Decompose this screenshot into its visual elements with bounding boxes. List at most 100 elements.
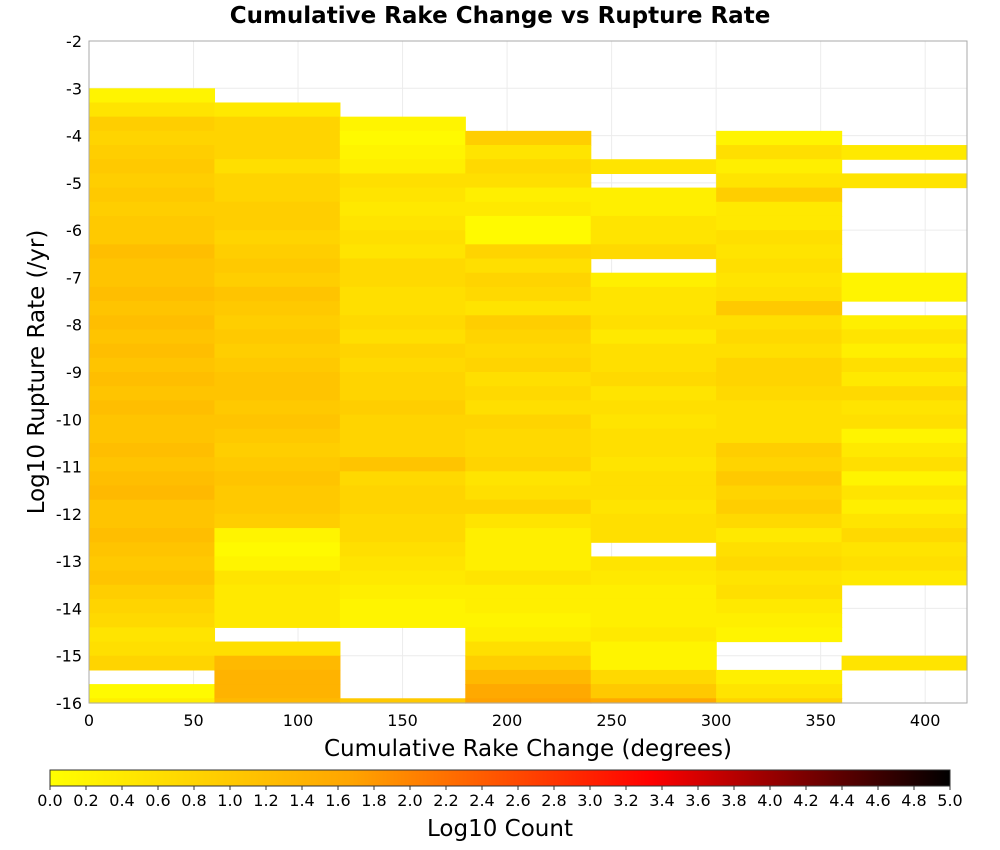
- heatmap-cell: [214, 485, 341, 501]
- y-tick-label: -3: [66, 79, 82, 98]
- heatmap-cell: [214, 655, 341, 671]
- colorbar-tick-label: 4.8: [901, 791, 926, 810]
- heatmap-cell: [465, 230, 592, 245]
- heatmap-cell: [590, 272, 717, 288]
- heatmap-cell: [716, 556, 843, 572]
- heatmap-cell: [841, 414, 968, 430]
- heatmap-cell: [339, 187, 466, 203]
- heatmap-cell: [339, 357, 466, 373]
- heatmap-cell: [89, 471, 216, 487]
- heatmap-cell: [89, 400, 216, 416]
- heatmap-cell: [590, 641, 717, 657]
- heatmap-cell: [339, 556, 466, 572]
- heatmap-cell: [89, 556, 216, 572]
- heatmap-cell: [590, 343, 717, 359]
- x-tick-label: 350: [805, 711, 836, 730]
- heatmap-cell: [590, 428, 717, 444]
- colorbar-tick-label: 4.6: [865, 791, 890, 810]
- heatmap-cell: [841, 528, 968, 543]
- heatmap-cell: [841, 542, 968, 558]
- heatmap-cell: [339, 230, 466, 245]
- x-tick-label: 400: [910, 711, 941, 730]
- colorbar-tick-label: 1.8: [361, 791, 386, 810]
- heatmap-cell: [339, 471, 466, 487]
- heatmap-cell: [465, 528, 592, 543]
- heatmap-cell: [89, 329, 216, 345]
- heatmap-cell: [339, 315, 466, 331]
- heatmap-cell: [590, 286, 717, 302]
- heatmap-cell: [339, 343, 466, 359]
- heatmap-cell: [716, 230, 843, 245]
- heatmap-cell: [465, 258, 592, 274]
- colorbar-label: Log10 Count: [427, 816, 573, 842]
- heatmap-cell: [89, 499, 216, 515]
- heatmap-cell: [465, 386, 592, 401]
- colorbar-tick-label: 4.4: [829, 791, 854, 810]
- heatmap-cell: [89, 116, 216, 132]
- heatmap-cell: [339, 329, 466, 345]
- heatmap-cell: [716, 669, 843, 685]
- heatmap-cell: [716, 272, 843, 288]
- heatmap-cell: [339, 428, 466, 444]
- heatmap-cell: [841, 471, 968, 487]
- heatmap-cell: [716, 386, 843, 401]
- colorbar-tick-label: 3.8: [721, 791, 746, 810]
- heatmap-cell: [214, 343, 341, 359]
- y-tick-label: -15: [56, 647, 82, 666]
- heatmap-cell: [89, 627, 216, 643]
- heatmap-cell: [89, 343, 216, 359]
- heatmap-cell: [214, 542, 341, 558]
- heatmap-cell: [465, 201, 592, 217]
- heatmap-cell: [339, 173, 466, 189]
- heatmap-cell: [214, 201, 341, 217]
- heatmap-cell: [841, 513, 968, 529]
- colorbar-tick-label: 0.8: [181, 791, 206, 810]
- heatmap-cell: [590, 499, 717, 515]
- heatmap-cell: [465, 542, 592, 558]
- heatmap-cell: [716, 428, 843, 444]
- heatmap-cell: [716, 485, 843, 501]
- heatmap-cell: [89, 513, 216, 529]
- heatmap-cell: [716, 400, 843, 416]
- heatmap-cell: [89, 286, 216, 302]
- heatmap-cell: [716, 584, 843, 600]
- heatmap-cell: [214, 116, 341, 132]
- heatmap-cell: [590, 655, 717, 671]
- heatmap-cell: [590, 230, 717, 245]
- heatmap-cell: [89, 201, 216, 217]
- heatmap-cell: [214, 386, 341, 401]
- heatmap-cell: [89, 315, 216, 331]
- heatmap-cell: [214, 102, 341, 118]
- heatmap-cell: [465, 457, 592, 472]
- heatmap-cell: [590, 301, 717, 316]
- heatmap-cell: [716, 145, 843, 160]
- heatmap-cell: [465, 130, 592, 146]
- colorbar-tick-label: 5.0: [937, 791, 962, 810]
- heatmap-cell: [339, 400, 466, 416]
- heatmap-cell: [716, 570, 843, 586]
- heatmap-cell: [339, 372, 466, 387]
- heatmap-cell: [590, 598, 717, 614]
- heatmap-cell: [89, 88, 216, 104]
- heatmap-cell: [716, 613, 843, 628]
- heatmap-cell: [89, 542, 216, 558]
- y-axis-ticks: -2 -3 -4 -5 -6 -7 -8 -9 -10 -11 -12 -13 -14 -15 -16: [56, 32, 82, 713]
- heatmap-cell: [465, 598, 592, 614]
- heatmap-cell: [214, 272, 341, 288]
- heatmap-cell: [214, 159, 341, 174]
- colorbar-tick-label: 3.0: [577, 791, 602, 810]
- heatmap-cell: [841, 400, 968, 416]
- heatmap-cell: [465, 684, 592, 699]
- heatmap-cell: [716, 343, 843, 359]
- heatmap-cell: [89, 442, 216, 458]
- heatmap-cell: [716, 513, 843, 529]
- heatmap-cell: [841, 570, 968, 586]
- heatmap-cell: [89, 244, 216, 260]
- heatmap-cell: [841, 442, 968, 458]
- heatmap-cell: [214, 329, 341, 345]
- heatmap-cell: [214, 499, 341, 515]
- heatmap-cell: [841, 499, 968, 515]
- heatmap-cell: [590, 471, 717, 487]
- heatmap-cell: [89, 159, 216, 174]
